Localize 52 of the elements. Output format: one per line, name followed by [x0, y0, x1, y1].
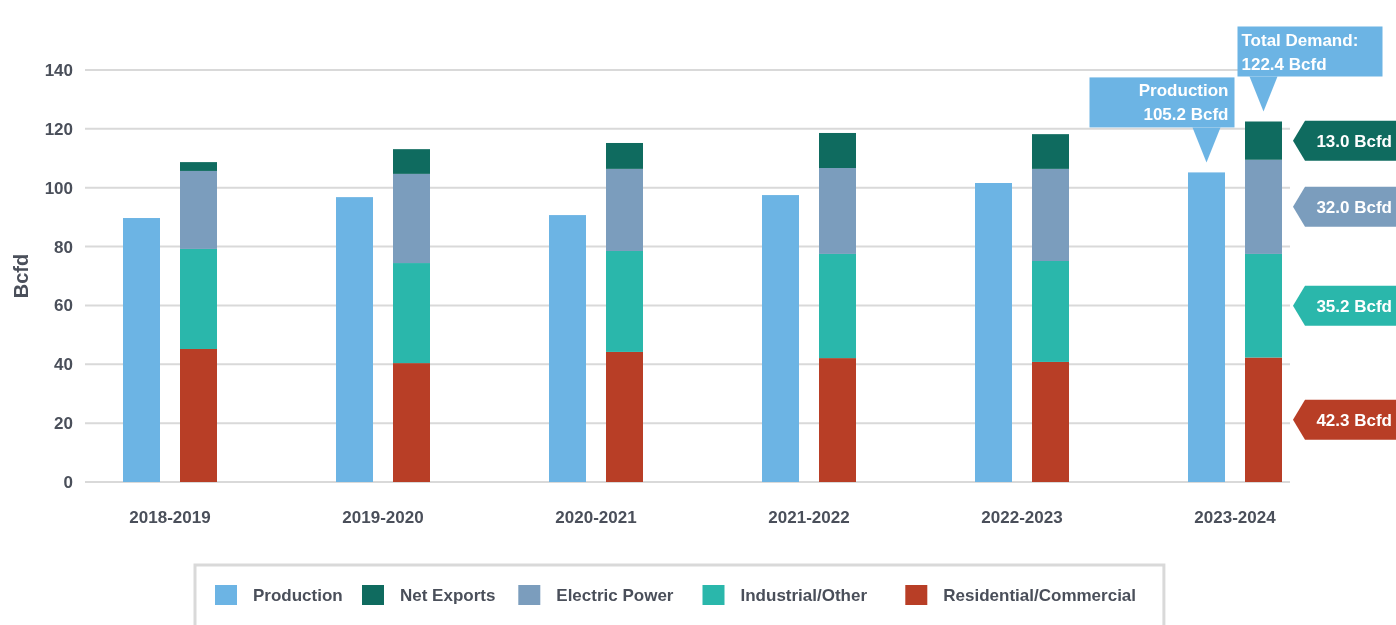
bar	[393, 363, 430, 482]
bar	[1245, 121, 1282, 160]
bar	[1032, 134, 1069, 169]
bar	[1032, 168, 1069, 261]
bar	[393, 263, 430, 364]
bar	[975, 183, 1012, 482]
bar	[549, 215, 586, 482]
y-tick-label: 40	[54, 355, 73, 375]
bar	[606, 168, 643, 251]
bar	[606, 142, 643, 169]
y-tick-label: 120	[44, 119, 73, 139]
bar	[1245, 357, 1282, 482]
bar	[1032, 260, 1069, 362]
x-tick-label: 2021-2022	[768, 508, 850, 527]
bar	[819, 358, 856, 482]
x-tick-label: 2018-2019	[129, 508, 211, 527]
bar	[123, 218, 160, 482]
y-tick-label: 0	[63, 472, 73, 492]
x-tick-label: 2023-2024	[1194, 508, 1277, 527]
bar	[762, 195, 799, 482]
bar	[1245, 159, 1282, 254]
bar	[606, 351, 643, 482]
bar	[180, 248, 217, 349]
y-tick-label: 60	[54, 296, 73, 316]
x-tick-label: 2022-2023	[981, 508, 1063, 527]
bar	[336, 197, 373, 482]
bar	[819, 132, 856, 168]
bar	[1032, 361, 1069, 482]
bar	[1245, 253, 1282, 358]
annotation: Total Demand: 122.4 Bcfd	[1241, 30, 1359, 74]
bar	[819, 253, 856, 359]
legend-label: Net Exports	[400, 585, 496, 605]
bar	[180, 348, 217, 482]
legend-label: Industrial/Other	[740, 585, 868, 605]
y-tick-label: 140	[44, 60, 73, 80]
bar	[606, 250, 643, 352]
bar	[1188, 172, 1225, 482]
bar	[180, 170, 217, 249]
y-axis-title: Bcfd	[10, 253, 32, 299]
annotation: Production 105.2 Bcfd	[1138, 81, 1229, 125]
bar	[819, 168, 856, 254]
x-tick-label: 2020-2021	[555, 508, 637, 527]
y-tick-label: 100	[44, 178, 73, 198]
bar	[393, 149, 430, 174]
x-tick-label: 2019-2020	[342, 508, 424, 527]
y-tick-label: 20	[54, 414, 73, 434]
legend-label: Residential/Commercial	[943, 585, 1137, 605]
y-tick-label: 80	[54, 237, 73, 257]
bar	[393, 173, 430, 264]
legend-label: Electric Power	[556, 585, 674, 605]
legend-label: Production	[253, 585, 343, 605]
bar	[180, 162, 217, 171]
